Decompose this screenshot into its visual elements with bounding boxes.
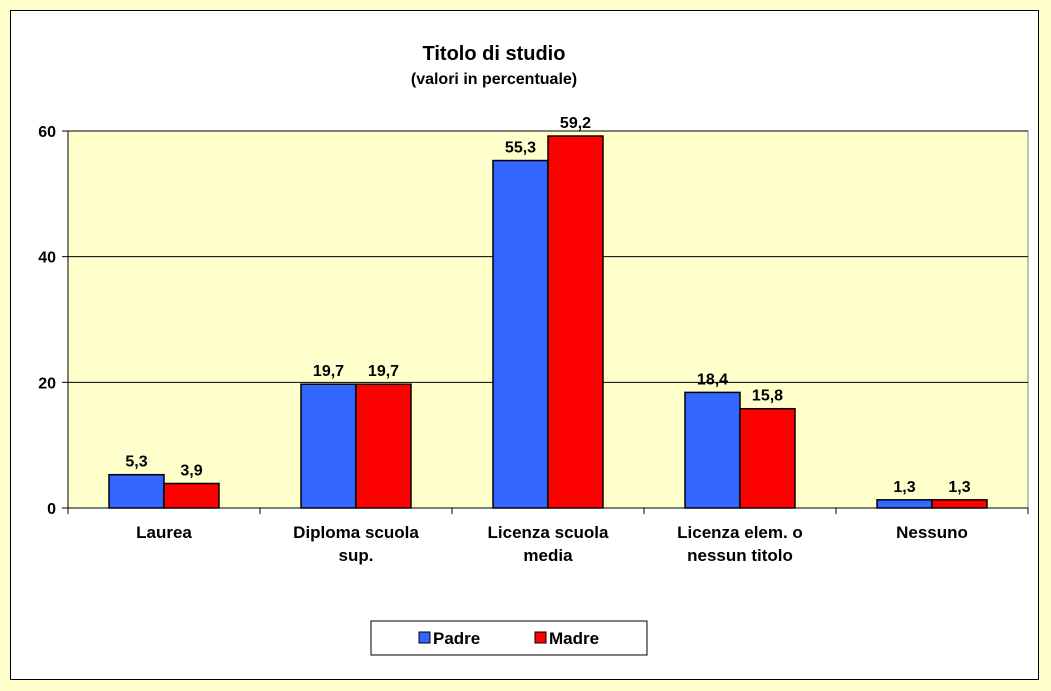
y-tick-label: 0 — [47, 501, 56, 518]
chart-subtitle: (valori in percentuale) — [411, 71, 577, 88]
bar-madre — [739, 407, 796, 509]
bars — [108, 135, 988, 509]
chart-frame: Titolo di studio (valori in percentuale)… — [10, 10, 1039, 680]
bar-padre — [108, 473, 165, 509]
bar-madre — [163, 482, 220, 509]
data-label: 1,3 — [893, 479, 915, 496]
data-label: 18,4 — [697, 371, 728, 388]
bar-madre — [547, 135, 604, 509]
legend-swatch-padre — [418, 631, 431, 644]
category-label: Licenza scuola media — [488, 523, 609, 565]
data-label: 19,7 — [313, 363, 344, 380]
category-label: Nessuno — [896, 523, 968, 542]
bar-padre — [684, 391, 741, 509]
bar-padre — [300, 383, 357, 509]
category-label-line: sup. — [339, 546, 374, 565]
bar-madre — [931, 499, 988, 509]
bar-padre — [876, 499, 933, 509]
category-label: Laurea — [136, 523, 192, 542]
data-label: 55,3 — [505, 140, 536, 157]
legend: Padre Madre — [370, 620, 648, 656]
legend-swatch-madre — [534, 631, 547, 644]
data-label: 59,2 — [560, 115, 591, 132]
data-label: 5,3 — [125, 454, 147, 471]
data-labels: 5,3 19,7 55,3 18,4 1,3 3,9 19,7 59,2 15,8 1,3 — [125, 115, 970, 496]
legend-box — [370, 620, 648, 656]
y-tick-label: 40 — [38, 250, 56, 267]
data-label: 1,3 — [948, 479, 970, 496]
legend-label: Madre — [549, 629, 599, 648]
category-label-line: media — [523, 546, 573, 565]
category-label-line: Nessuno — [896, 523, 968, 542]
category-label-line: nessun titolo — [687, 546, 793, 565]
data-label: 15,8 — [752, 388, 783, 405]
bar-madre — [355, 383, 412, 509]
bar-padre — [492, 159, 549, 509]
y-tick-label: 20 — [38, 375, 56, 392]
data-label: 19,7 — [368, 363, 399, 380]
category-label-line: Licenza scuola — [488, 523, 609, 542]
chart: Titolo di studio (valori in percentuale)… — [38, 43, 1029, 656]
category-label-line: Laurea — [136, 523, 192, 542]
y-tick-label: 60 — [38, 124, 56, 141]
category-label: Licenza elem. o nessun titolo — [677, 523, 803, 565]
chart-title: Titolo di studio — [423, 43, 566, 65]
legend-label: Padre — [433, 629, 480, 648]
axes: 0 20 40 60 Laurea Diploma scuola sup. Licenza s… — [38, 124, 1029, 565]
category-label-line: Licenza elem. o — [677, 523, 803, 542]
category-label: Diploma scuola sup. — [293, 523, 419, 565]
data-label: 3,9 — [180, 462, 202, 479]
category-label-line: Diploma scuola — [293, 523, 419, 542]
